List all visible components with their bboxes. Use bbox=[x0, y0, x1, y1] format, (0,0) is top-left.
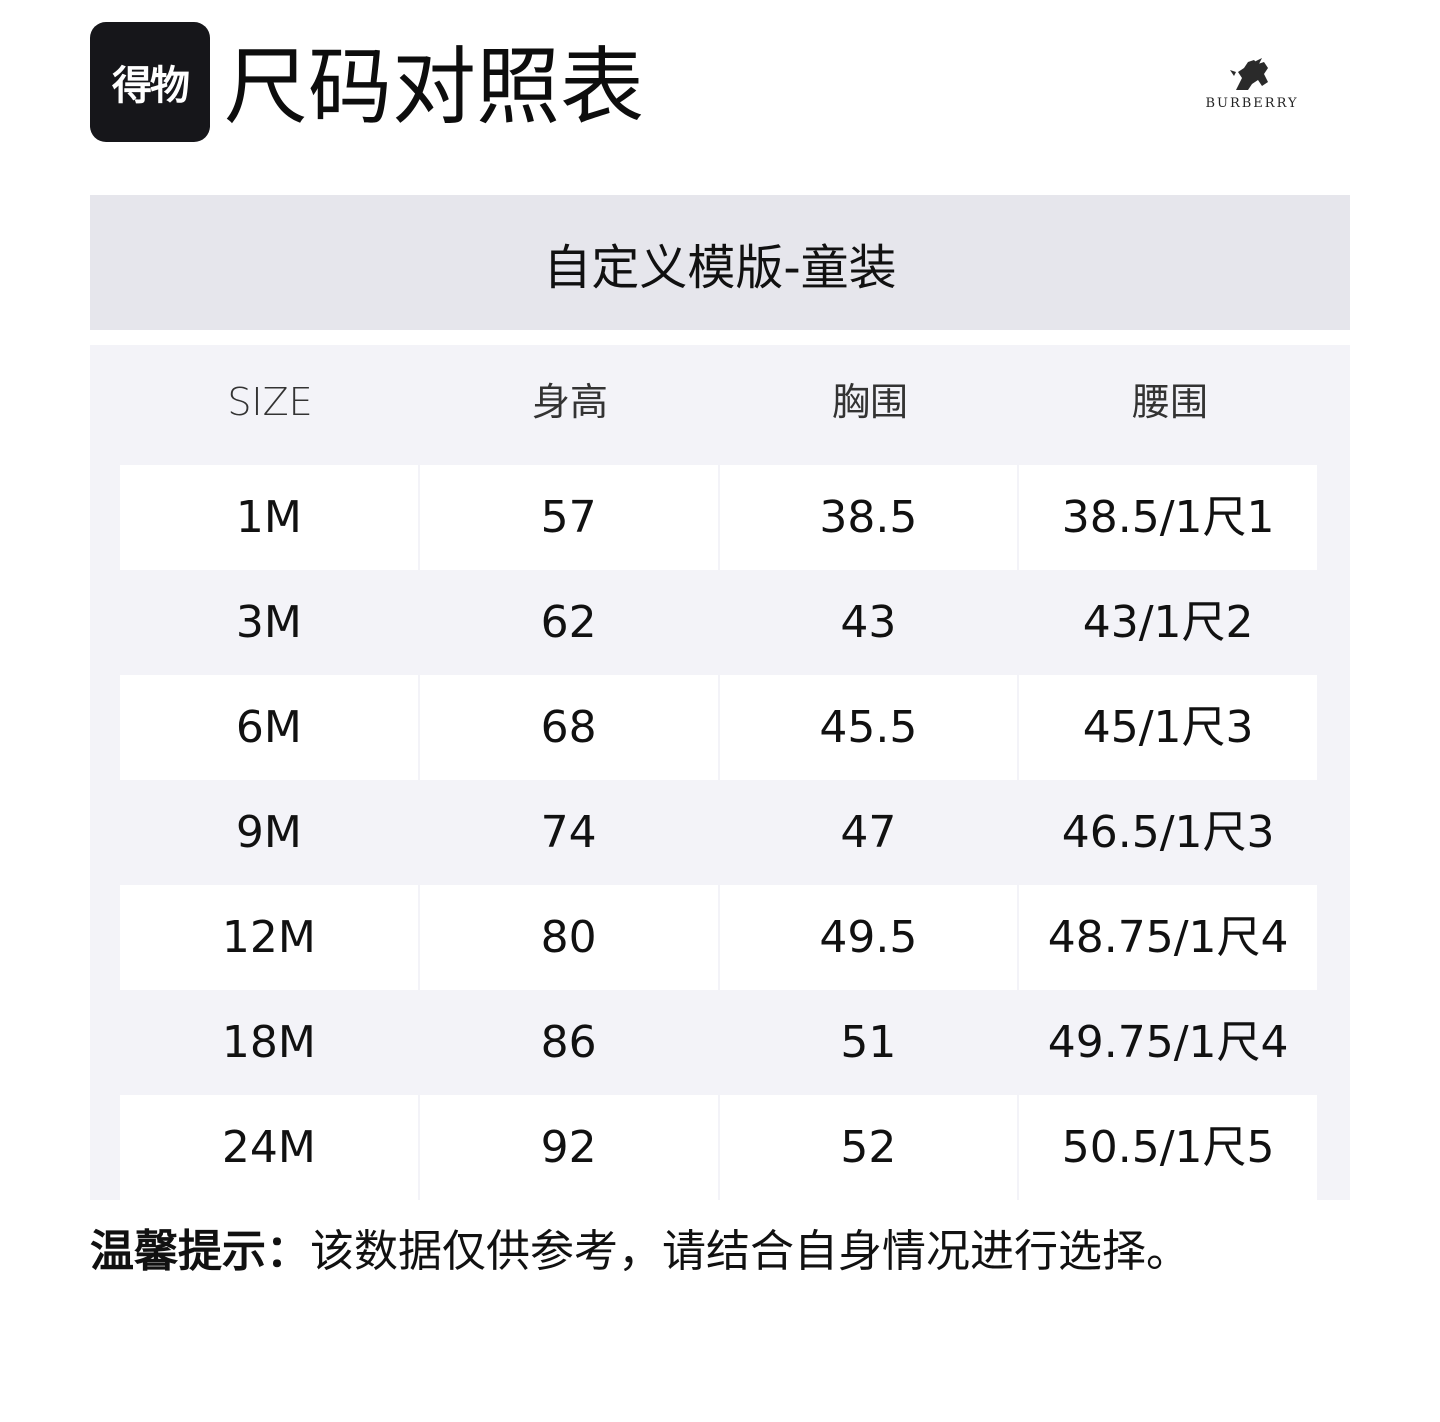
waist-cell: 48.75/1尺4 bbox=[1019, 885, 1317, 990]
size-cell: 18M bbox=[120, 990, 418, 1095]
size-table: SIZE 身高 胸围 腰围 1M 57 38.5 38.5/1尺1 3M 62 … bbox=[90, 345, 1350, 1200]
waist-cell: 45/1尺3 bbox=[1019, 675, 1317, 780]
height-cell: 62 bbox=[419, 570, 718, 675]
waist-cell: 38.5/1尺1 bbox=[1019, 465, 1317, 570]
height-cell: 57 bbox=[419, 465, 718, 570]
height-cell: 80 bbox=[419, 885, 718, 990]
tip-label: 温馨提示： bbox=[90, 1226, 310, 1277]
subtitle-bar: 自定义模版-童装 bbox=[90, 195, 1350, 330]
column-header-chest: 胸围 bbox=[831, 380, 908, 424]
size-cell: 1M bbox=[120, 465, 418, 570]
column-header-waist: 腰围 bbox=[1131, 380, 1208, 424]
chest-cell: 51 bbox=[719, 990, 1018, 1095]
table-row: 3M 62 43 43/1尺2 bbox=[120, 570, 1317, 675]
size-cell: 6M bbox=[120, 675, 418, 780]
knight-emblem-icon bbox=[1230, 58, 1268, 90]
height-cell: 92 bbox=[419, 1095, 718, 1200]
chest-cell: 47 bbox=[719, 780, 1018, 885]
height-cell: 74 bbox=[419, 780, 718, 885]
page-title: 尺码对照表 bbox=[224, 38, 645, 136]
chest-cell: 52 bbox=[719, 1095, 1018, 1200]
height-cell: 68 bbox=[419, 675, 718, 780]
column-header-size: SIZE bbox=[227, 380, 313, 424]
app-logo: 得物 bbox=[90, 22, 210, 142]
table-row: 1M 57 38.5 38.5/1尺1 bbox=[120, 465, 1317, 570]
column-header-height: 身高 bbox=[531, 380, 608, 424]
chest-cell: 38.5 bbox=[719, 465, 1018, 570]
size-cell: 24M bbox=[120, 1095, 418, 1200]
brand-logo: BURBERRY bbox=[1182, 56, 1322, 111]
size-cell: 9M bbox=[120, 780, 418, 885]
tip-note: 温馨提示：该数据仅供参考，请结合自身情况进行选择。 bbox=[90, 1222, 1190, 1282]
chest-cell: 45.5 bbox=[719, 675, 1018, 780]
tip-text: 该数据仅供参考，请结合自身情况进行选择。 bbox=[310, 1226, 1190, 1277]
waist-cell: 49.75/1尺4 bbox=[1019, 990, 1317, 1095]
table-row: 24M 92 52 50.5/1尺5 bbox=[120, 1095, 1317, 1200]
waist-cell: 43/1尺2 bbox=[1019, 570, 1317, 675]
table-header: SIZE 身高 胸围 腰围 bbox=[120, 345, 1320, 460]
chest-cell: 49.5 bbox=[719, 885, 1018, 990]
table-row: 6M 68 45.5 45/1尺3 bbox=[120, 675, 1317, 780]
table-row: 9M 74 47 46.5/1尺3 bbox=[120, 780, 1317, 885]
table-row: 18M 86 51 49.75/1尺4 bbox=[120, 990, 1317, 1095]
header: 得物 尺码对照表 BURBERRY bbox=[90, 22, 1350, 152]
app-logo-text: 得物 bbox=[112, 63, 190, 109]
waist-cell: 46.5/1尺3 bbox=[1019, 780, 1317, 885]
chest-cell: 43 bbox=[719, 570, 1018, 675]
table-body: 1M 57 38.5 38.5/1尺1 3M 62 43 43/1尺2 6M 6… bbox=[120, 465, 1317, 1200]
size-cell: 12M bbox=[120, 885, 418, 990]
height-cell: 86 bbox=[419, 990, 718, 1095]
size-cell: 3M bbox=[120, 570, 418, 675]
table-row: 12M 80 49.5 48.75/1尺4 bbox=[120, 885, 1317, 990]
brand-name: BURBERRY bbox=[1205, 96, 1299, 111]
waist-cell: 50.5/1尺5 bbox=[1019, 1095, 1317, 1200]
subtitle: 自定义模版-童装 bbox=[543, 239, 897, 296]
